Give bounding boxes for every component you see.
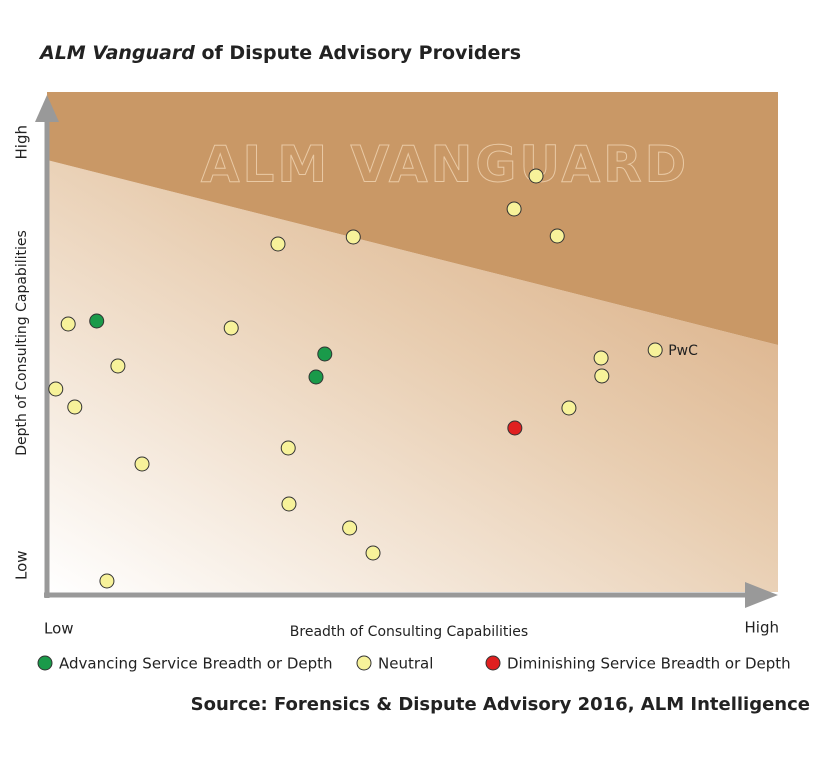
y-high-label: High: [13, 125, 31, 159]
legend: Advancing Service Breadth or Depth Neutra…: [37, 655, 791, 673]
point: [528, 168, 544, 184]
point: [67, 399, 83, 415]
x-axis-label: Breadth of Consulting Capabilities: [290, 624, 528, 640]
point: [48, 381, 64, 397]
point: [270, 236, 286, 252]
x-low-label: Low: [44, 620, 74, 638]
legend-label: Advancing Service Breadth or Depth: [59, 655, 333, 673]
point: [549, 228, 565, 244]
point: [342, 520, 358, 536]
y-low-label: Low: [13, 550, 31, 580]
legend-marker: [356, 655, 372, 671]
point: [134, 456, 150, 472]
point: [647, 342, 663, 358]
point: [593, 350, 609, 366]
point: [280, 440, 296, 456]
lower-zone: [47, 160, 778, 592]
legend-marker: [37, 655, 53, 671]
vanguard-zone: [47, 92, 778, 345]
point: [317, 346, 333, 362]
y-arrow: [35, 95, 59, 122]
x-high-label: High: [745, 619, 779, 637]
legend-marker: [485, 655, 501, 671]
point: [99, 573, 115, 589]
legend-label: Neutral: [378, 655, 433, 673]
point: [281, 496, 297, 512]
legend-label: Diminishing Service Breadth or Depth: [507, 655, 791, 673]
chart-title: ALM Vanguard of Dispute Advisory Provide…: [38, 42, 521, 64]
point: [594, 368, 610, 384]
point: [223, 320, 239, 336]
point: [506, 201, 522, 217]
point: [365, 545, 381, 561]
x-arrow: [745, 582, 778, 608]
point: [507, 420, 523, 436]
source: Source: Forensics & Dispute Advisory 201…: [191, 694, 810, 715]
point: [561, 400, 577, 416]
point: [89, 313, 105, 329]
point: [60, 316, 76, 332]
watermark: ALM VANGUARD: [201, 136, 689, 194]
y-axis-label: Depth of Consulting Capabilities: [14, 230, 30, 456]
point: [308, 369, 324, 385]
point: [110, 358, 126, 374]
point-label: PwC: [668, 343, 698, 359]
point: [345, 229, 361, 245]
